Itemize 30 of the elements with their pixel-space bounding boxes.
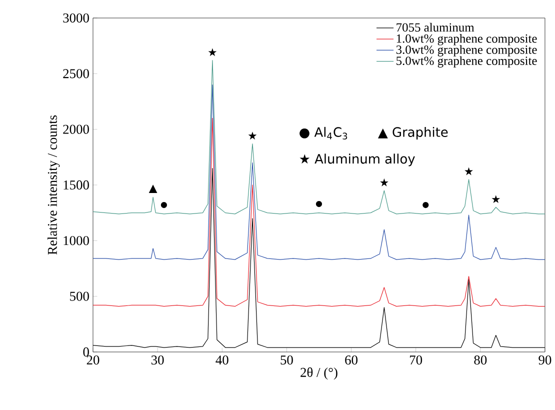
- annotation: ★: [464, 167, 473, 176]
- y-tick-label: 1500: [64, 180, 89, 190]
- x-tick-label: 90: [538, 356, 552, 365]
- legend-label: 7055 aluminum: [396, 22, 474, 32]
- annotation: ★: [248, 132, 257, 140]
- legend-label: 1.0wt% graphene composite: [396, 34, 537, 46]
- y-tick-label: 3000: [63, 13, 89, 23]
- x-tick-label: 20: [86, 356, 100, 365]
- annotation: ● Al$_{4}$C$_{3}$: [300, 126, 348, 140]
- annotation: ★: [492, 195, 500, 204]
- y-tick-label: 2500: [63, 69, 89, 78]
- x-tick-label: 60: [345, 356, 358, 365]
- x-tick-label: 50: [280, 356, 293, 365]
- x-tick-label: 80: [474, 356, 487, 365]
- annotation: ▲: [148, 184, 158, 194]
- legend-label: 3.0wt% graphene composite: [396, 45, 537, 56]
- x-axis-title: 2θ / (°): [300, 367, 338, 380]
- annotation: ▲ Graphite: [378, 126, 448, 140]
- annotation: ★: [380, 178, 388, 186]
- y-tick-label: 0: [83, 347, 89, 357]
- y-tick-label: 500: [70, 292, 89, 301]
- y-tick-label: 2000: [63, 124, 89, 134]
- legend-label: 5.0wt% graphene composite: [396, 56, 537, 68]
- annotation: ★ Aluminum alloy: [300, 154, 415, 166]
- annotation: ★: [208, 48, 217, 56]
- x-tick-label: 30: [151, 356, 164, 365]
- x-tick-label: 70: [410, 356, 422, 365]
- y-tick-label: 1000: [64, 236, 89, 246]
- y-axis-title: Relative intensity / counts: [47, 115, 60, 255]
- x-tick-label: 40: [216, 356, 228, 365]
